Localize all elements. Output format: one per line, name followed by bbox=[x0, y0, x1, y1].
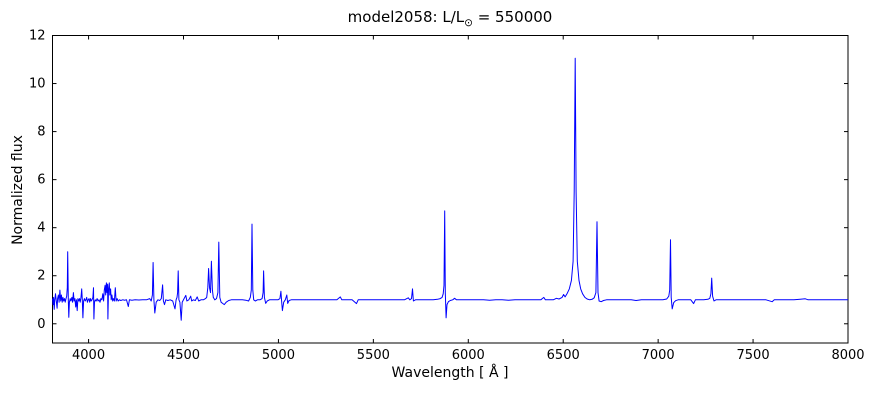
y-tick-label: 2 bbox=[37, 269, 45, 284]
y-axis-label: Normalized flux bbox=[10, 135, 26, 245]
y-tick-label: 12 bbox=[29, 29, 46, 44]
x-tick-label: 4000 bbox=[72, 348, 105, 363]
x-tick-label: 5000 bbox=[262, 348, 295, 363]
axes-frame bbox=[52, 35, 849, 344]
x-tick-label: 7000 bbox=[642, 348, 675, 363]
x-tick-label: 6000 bbox=[452, 348, 485, 363]
y-tick-label: 0 bbox=[37, 317, 45, 332]
sun-symbol: ⊙ bbox=[464, 17, 473, 29]
y-tick-label: 8 bbox=[37, 125, 45, 140]
chart-title-text: model2058: L/L bbox=[347, 8, 465, 26]
y-tick-label: 6 bbox=[37, 173, 45, 188]
x-tick-label: 7500 bbox=[737, 348, 770, 363]
chart-title-value: = 550000 bbox=[472, 8, 553, 26]
x-axis-label: Wavelength [ Å ] bbox=[391, 365, 509, 381]
y-tick-label: 4 bbox=[37, 221, 45, 236]
spectrum-line bbox=[52, 57, 848, 321]
x-tick-label: 5500 bbox=[357, 348, 390, 363]
chart-title: model2058: L/L⊙ = 550000 bbox=[52, 8, 848, 29]
x-tick-label: 8000 bbox=[831, 348, 864, 363]
x-tick-label: 4500 bbox=[167, 348, 200, 363]
x-tick-label: 6500 bbox=[547, 348, 580, 363]
y-tick-label: 10 bbox=[29, 77, 46, 92]
